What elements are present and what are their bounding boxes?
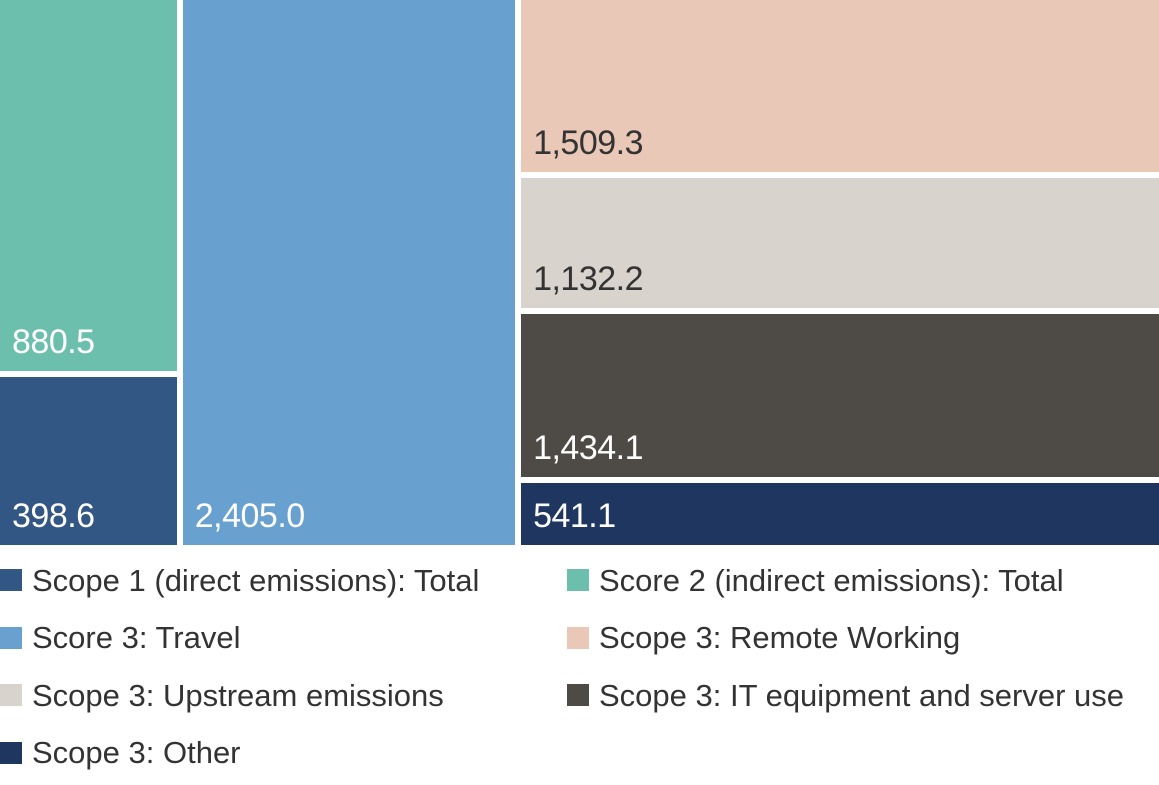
- legend-swatch: [567, 684, 589, 706]
- treemap-value-label: 398.6: [12, 496, 95, 535]
- treemap-value-label: 880.5: [12, 323, 95, 362]
- legend-swatch: [0, 741, 22, 764]
- treemap-value-label: 1,132.2: [533, 259, 644, 298]
- legend-swatch: [0, 569, 22, 591]
- legend-item: Scope 3: Remote Working: [567, 618, 960, 658]
- legend-item: Scope 1 (direct emissions): Total: [0, 560, 479, 600]
- treemap-chart: 880.5 398.6 2,405.0 1,509.3 1,132.2 1,434.1 54…: [0, 0, 1159, 545]
- legend-label: Scope 3: IT equipment and server use: [599, 677, 1125, 713]
- legend-label: Score 3: Travel: [32, 620, 241, 655]
- legend-swatch: [567, 569, 589, 591]
- legend-swatch: [0, 684, 22, 706]
- legend-label: Scope 3: Other: [32, 735, 241, 770]
- treemap-value-label: 2,405.0: [194, 497, 305, 535]
- legend-swatch: [567, 626, 589, 649]
- legend-item: Scope 3: IT equipment and server use: [567, 675, 1124, 715]
- treemap-cell-1: 880.5: [0, 0, 177, 372]
- treemap-cell-0: 398.6: [0, 377, 177, 545]
- legend-label: Score 2 (indirect emissions): Total: [599, 562, 1064, 598]
- legend-label: Scope 1 (direct emissions): Total: [32, 562, 480, 598]
- treemap-cell-4: 1,132.2: [521, 178, 1159, 308]
- treemap-value-label: 541.1: [533, 496, 616, 535]
- treemap-cell-6: 541.1: [521, 483, 1159, 545]
- treemap-value-label: 1,434.1: [533, 429, 644, 468]
- legend-item: Scope 3: Other: [0, 733, 241, 773]
- legend-item: Score 3: Travel: [0, 618, 240, 658]
- treemap-value-label: 1,509.3: [533, 124, 644, 163]
- treemap-cell-5: 1,434.1: [521, 313, 1159, 478]
- legend-item: Scope 3: Upstream emissions: [0, 675, 444, 715]
- legend-swatch: [0, 626, 22, 649]
- legend-label: Scope 3: Remote Working: [599, 620, 961, 655]
- treemap-cell-2: 2,405.0: [182, 0, 516, 545]
- legend-item: Score 2 (indirect emissions): Total: [567, 560, 1064, 600]
- chart-legend: Scope 1 (direct emissions): Total Score 2…: [0, 560, 1159, 785]
- legend-label: Scope 3: Upstream emissions: [32, 677, 444, 713]
- treemap-cell-3: 1,509.3: [521, 0, 1159, 173]
